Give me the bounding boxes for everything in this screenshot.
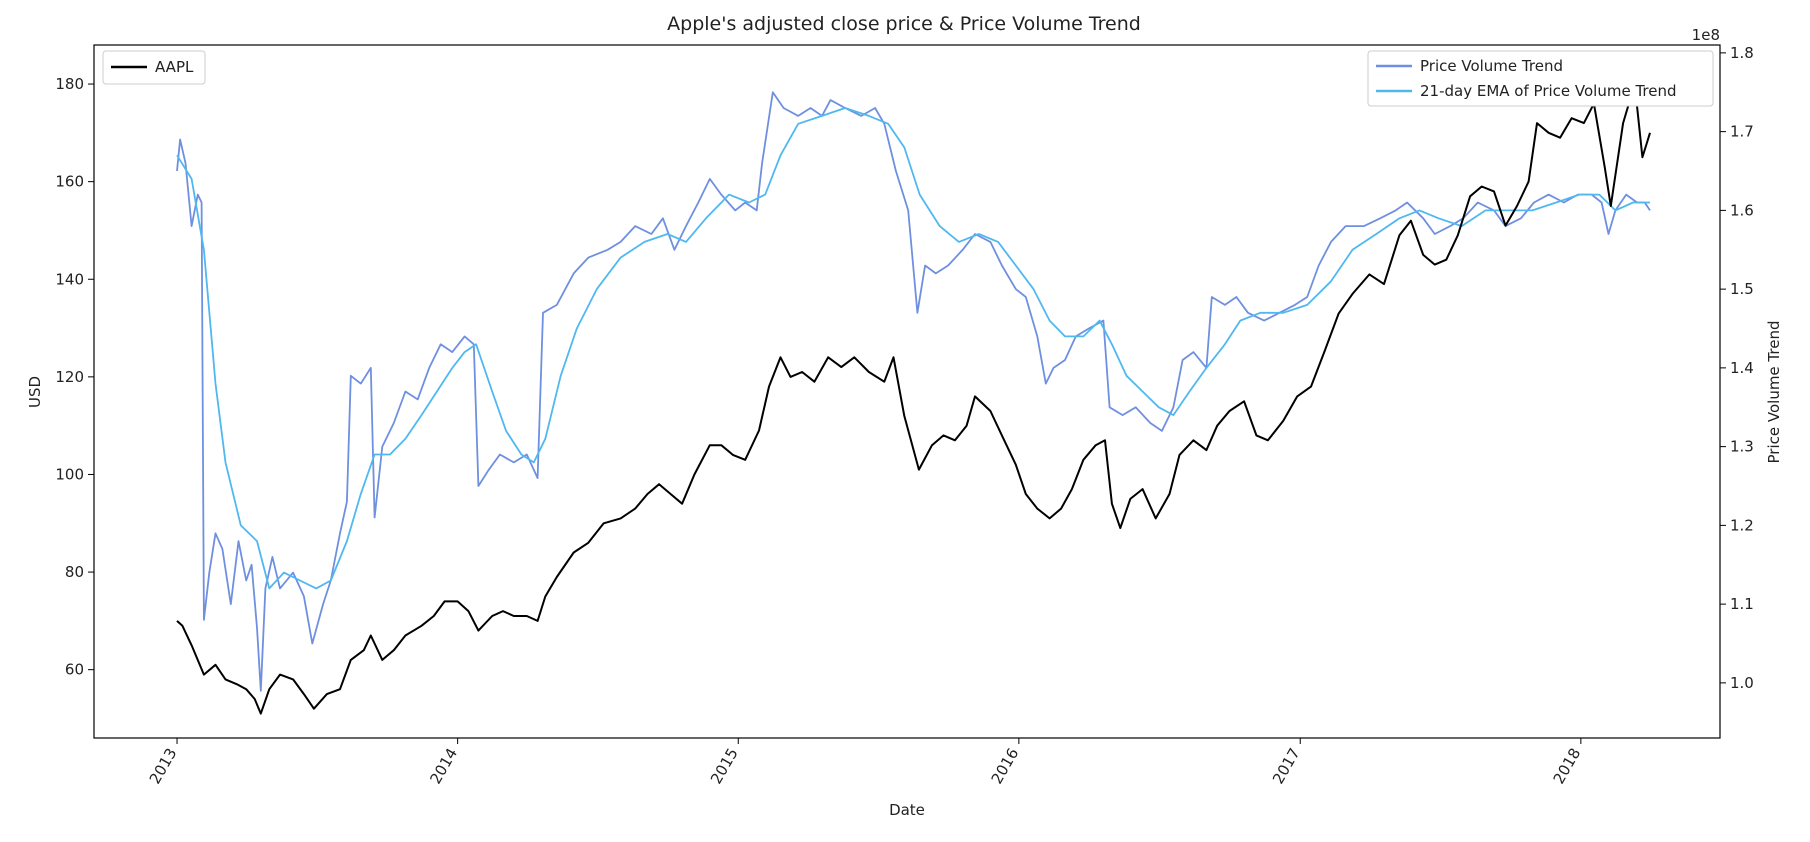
y-left-tick-label: 180 bbox=[55, 75, 84, 93]
x-tick-label: 2016 bbox=[988, 745, 1023, 787]
plot-area bbox=[94, 45, 1720, 738]
y-left-tick-label: 60 bbox=[65, 661, 84, 679]
legend-left-frame bbox=[102, 50, 206, 85]
x-tick-label: 2015 bbox=[707, 745, 742, 787]
y-right-tick-label: 1.0 bbox=[1730, 674, 1754, 692]
y-left-tick-label: 120 bbox=[55, 368, 84, 386]
y-left-tick-label: 140 bbox=[55, 270, 84, 288]
legend-label-pvt: Price Volume Trend bbox=[1420, 57, 1563, 75]
plot-frame bbox=[93, 44, 1721, 739]
y-axis-right-label: Price Volume Trend bbox=[1765, 321, 1783, 464]
y-axis-left-label: USD bbox=[26, 376, 44, 408]
y-right-tick-label: 1.5 bbox=[1730, 280, 1754, 298]
y-left-tick-label: 100 bbox=[55, 465, 84, 483]
y-left-tick-label: 80 bbox=[65, 563, 84, 581]
y-right-tick-label: 1.2 bbox=[1730, 516, 1754, 534]
legend-right-frame bbox=[1367, 50, 1714, 107]
y-left-tick-label: 160 bbox=[55, 173, 84, 191]
legend-right: Price Volume Trend 21-day EMA of Price V… bbox=[1367, 50, 1714, 107]
y-right-tick-label: 1.1 bbox=[1730, 595, 1754, 613]
series-line-aapl bbox=[176, 83, 1651, 715]
x-tick-label: 2013 bbox=[146, 745, 181, 787]
chart-title: Apple's adjusted close price & Price Vol… bbox=[667, 13, 1141, 35]
y-right-tick-label: 1.6 bbox=[1730, 201, 1754, 219]
y-right-tick-label: 1.3 bbox=[1730, 438, 1754, 456]
y-right-tick-label: 1.7 bbox=[1730, 123, 1754, 141]
series-layer bbox=[176, 83, 1651, 715]
x-tick-label: 2018 bbox=[1550, 745, 1585, 787]
legend-label-ema: 21-day EMA of Price Volume Trend bbox=[1420, 82, 1677, 100]
legend-label-aapl: AAPL bbox=[155, 58, 194, 76]
x-tick-label: 2017 bbox=[1269, 745, 1304, 787]
series-line-ema-21-day bbox=[176, 107, 1650, 590]
series-line-price-volume-trend bbox=[176, 91, 1651, 692]
x-axis-label: Date bbox=[889, 801, 925, 819]
y-right-tick-label: 1.4 bbox=[1730, 359, 1754, 377]
right-axis-multiplier: 1e8 bbox=[1692, 26, 1720, 44]
y-right-tick-label: 1.8 bbox=[1730, 44, 1754, 62]
legend-left: AAPL bbox=[102, 50, 206, 85]
x-tick-label: 2014 bbox=[426, 745, 461, 787]
